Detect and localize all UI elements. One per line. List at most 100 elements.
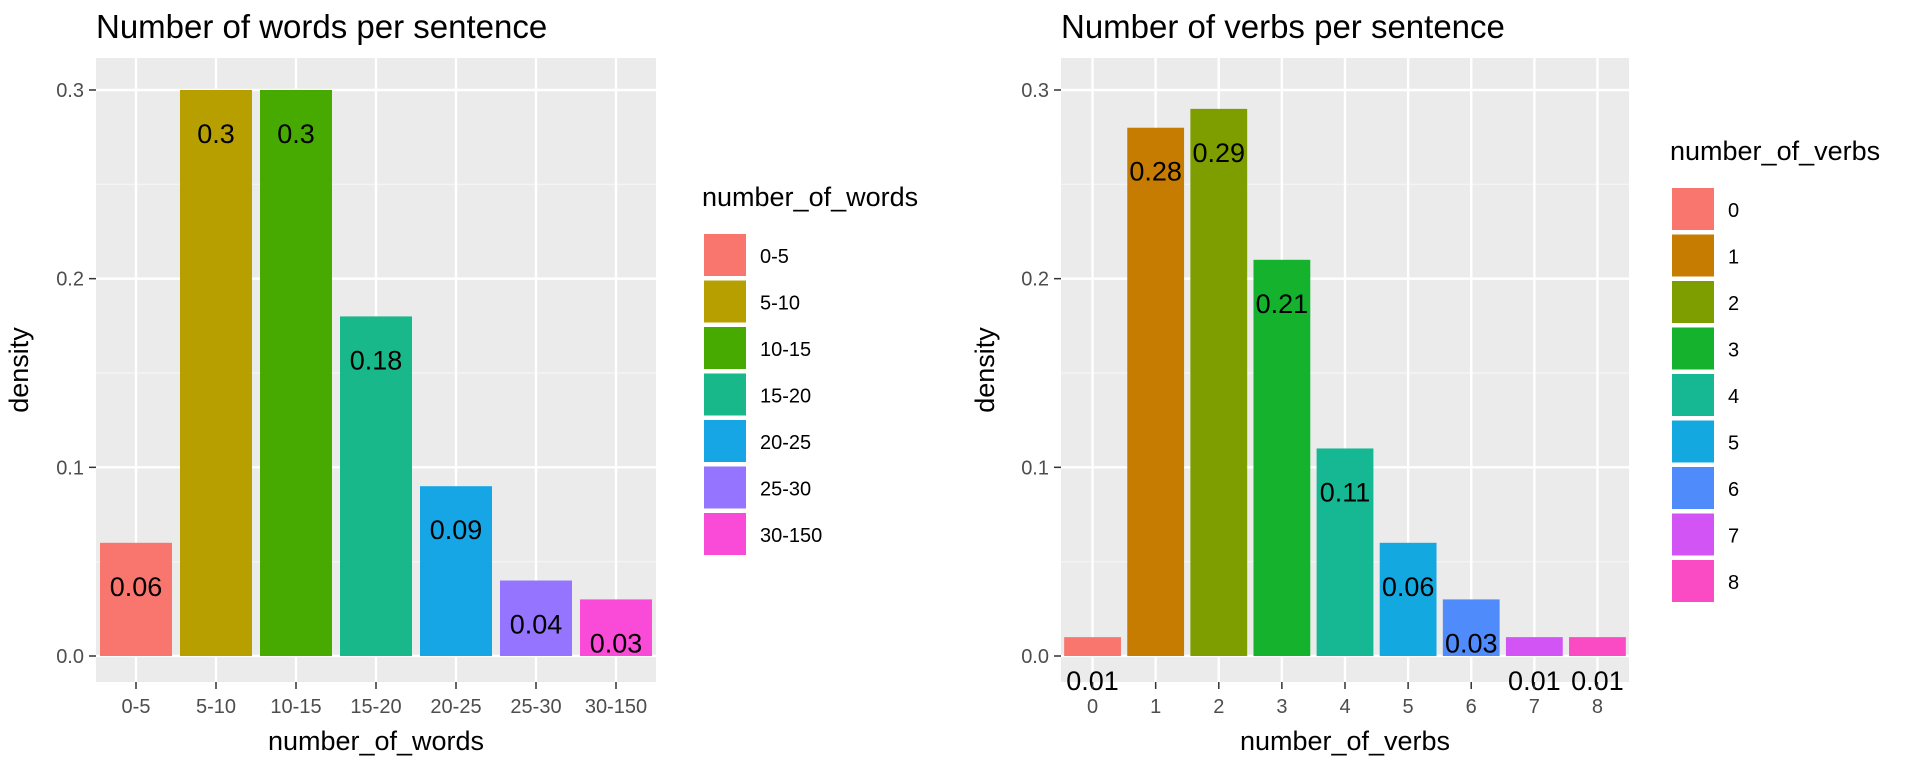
legend-label: 20-25 — [760, 432, 811, 454]
legend-label: 15-20 — [760, 386, 811, 408]
legend-label: 30-150 — [760, 525, 822, 547]
y-tick-label: 0.2 — [1021, 269, 1049, 291]
legend-swatch — [704, 513, 746, 555]
legend-swatch — [1672, 513, 1714, 556]
data-label: 0.03 — [590, 628, 643, 658]
legend-swatch — [704, 327, 746, 369]
legend-label: 4 — [1728, 386, 1739, 408]
y-axis-title: density — [970, 327, 1000, 413]
bar — [1064, 637, 1121, 656]
legend-swatch — [1672, 234, 1714, 277]
legend-label: 0-5 — [760, 246, 789, 268]
bar — [260, 90, 332, 656]
legend-label: 7 — [1728, 526, 1739, 548]
bar — [1442, 599, 1500, 656]
legend-title: number_of_verbs — [1670, 136, 1880, 166]
legend-label: 1 — [1728, 247, 1739, 269]
data-label: 0.04 — [510, 610, 563, 640]
legend-swatch — [1672, 188, 1714, 230]
data-label: 0.06 — [110, 572, 163, 602]
legend: number_of_words 0-5 5-10 10-15 15-20 20-25 25-… — [702, 182, 918, 555]
bar — [100, 542, 172, 656]
y-tick-label: 0.0 — [56, 646, 84, 668]
data-label: 0.06 — [1382, 572, 1435, 602]
bar — [180, 90, 252, 656]
x-tick-label: 5-10 — [196, 696, 236, 718]
bar — [1569, 637, 1626, 656]
legend-swatch — [704, 373, 746, 416]
chart-title: Number of verbs per sentence — [1061, 8, 1505, 45]
bar — [1190, 108, 1248, 656]
data-label: 0.29 — [1192, 138, 1245, 168]
bar — [340, 316, 412, 656]
legend-label: 10-15 — [760, 339, 811, 361]
x-tick-label: 15-20 — [350, 696, 401, 718]
bar — [580, 599, 652, 656]
x-tick-label: 0 — [1087, 696, 1098, 718]
y-tick-label: 0.0 — [1021, 646, 1049, 668]
y-tick-label: 0.3 — [1021, 80, 1049, 102]
bar — [1127, 127, 1185, 656]
chart-1: 0.0 0.1 0.2 0.3 0.06 0-5 0.3 5-10 0.3 10-15 0.18 15… — [4, 8, 918, 756]
legend-label: 6 — [1728, 479, 1739, 501]
legend-swatch — [1672, 281, 1714, 323]
bar — [1505, 637, 1563, 656]
x-tick-label: 25-30 — [510, 696, 561, 718]
bar — [1379, 542, 1437, 656]
x-tick-label: 1 — [1150, 696, 1161, 718]
x-tick-label: 2 — [1213, 696, 1224, 718]
bar — [1316, 448, 1374, 656]
x-tick-label: 5 — [1403, 696, 1414, 718]
y-tick-label: 0.3 — [56, 80, 84, 102]
x-tick-label: 0-5 — [122, 696, 151, 718]
legend-label: 3 — [1728, 340, 1739, 362]
x-tick-label: 4 — [1339, 696, 1350, 718]
y-tick-label: 0.1 — [1021, 457, 1049, 479]
x-tick-label: 30-150 — [585, 696, 647, 718]
legend-swatch — [1672, 374, 1714, 416]
bar — [1253, 259, 1311, 656]
data-label: 0.01 — [1571, 666, 1624, 696]
data-label: 0.03 — [1445, 628, 1498, 658]
chart-title: Number of words per sentence — [96, 8, 547, 45]
legend-swatch — [704, 466, 746, 509]
data-label: 0.3 — [277, 119, 315, 149]
data-label: 0.28 — [1129, 157, 1182, 187]
data-label: 0.11 — [1320, 477, 1371, 507]
bar — [500, 580, 572, 656]
legend-label: 2 — [1728, 293, 1739, 315]
data-label: 0.21 — [1256, 289, 1309, 319]
y-tick-label: 0.1 — [56, 457, 84, 479]
legend: number_of_verbs 0 1 2 3 4 5 6 7 8 — [1670, 136, 1880, 602]
legend-title: number_of_words — [702, 182, 918, 212]
x-tick-label: 10-15 — [270, 696, 321, 718]
x-tick-label: 20-25 — [430, 696, 481, 718]
data-label: 0.18 — [350, 345, 403, 375]
chart-2: 0.00.10.20.30.0100.2810.2920.2130.1140.0… — [970, 8, 1880, 756]
data-label: 0.01 — [1508, 666, 1561, 696]
y-axis-title: density — [4, 327, 34, 413]
legend-swatch — [1672, 560, 1714, 602]
y-tick-label: 0.2 — [56, 269, 84, 291]
legend-swatch — [1672, 420, 1714, 463]
data-label: 0.3 — [197, 119, 235, 149]
bar — [420, 486, 492, 656]
legend-swatch — [1672, 327, 1714, 370]
x-tick-label: 7 — [1529, 696, 1540, 718]
legend-swatch — [704, 280, 746, 323]
legend-swatch — [704, 420, 746, 462]
data-label: 0.01 — [1066, 666, 1119, 696]
x-axis-title: number_of_verbs — [1240, 726, 1450, 756]
x-tick-label: 3 — [1276, 696, 1287, 718]
legend-label: 25-30 — [760, 479, 811, 501]
legend-swatch — [1672, 467, 1714, 509]
x-axis-title: number_of_words — [268, 726, 484, 756]
x-tick-label: 8 — [1592, 696, 1603, 718]
legend-label: 5-10 — [760, 293, 800, 315]
legend-swatch — [704, 234, 746, 276]
data-label: 0.09 — [430, 515, 483, 545]
legend-label: 0 — [1728, 200, 1739, 222]
legend-label: 8 — [1728, 572, 1739, 594]
x-tick-label: 6 — [1466, 696, 1477, 718]
